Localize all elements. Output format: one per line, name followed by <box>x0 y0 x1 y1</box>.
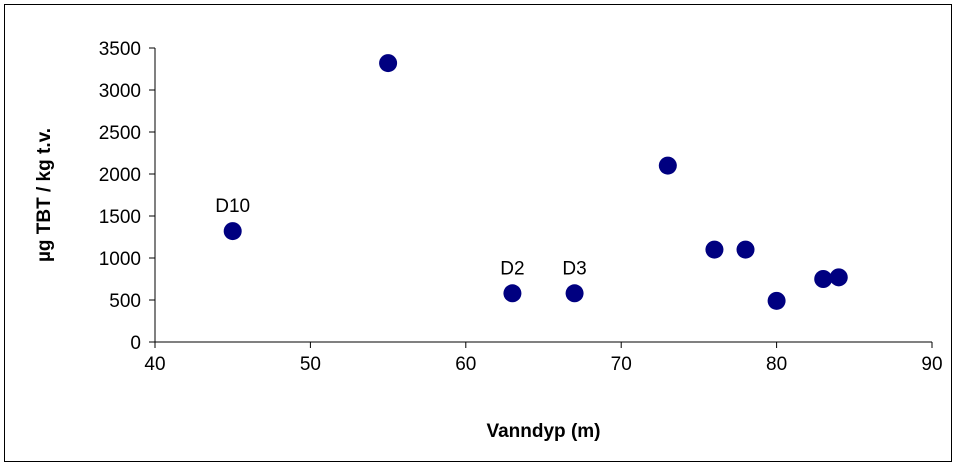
y-tick-label: 1000 <box>99 249 141 270</box>
y-tick-label: 0 <box>130 333 141 354</box>
y-axis-title: µg TBT / kg t.v. <box>34 128 55 262</box>
x-tick-label: 70 <box>611 354 632 375</box>
data-point <box>223 222 242 241</box>
x-tick-label: 80 <box>766 354 787 375</box>
data-point <box>767 291 786 310</box>
data-point <box>814 270 833 288</box>
point-labels: D10 D2 D3 <box>215 196 586 279</box>
y-tick-label: 2000 <box>99 165 141 186</box>
point-label: D2 <box>500 258 524 279</box>
x-tick-label: 40 <box>144 354 165 375</box>
y-tick-label: 3000 <box>99 81 141 102</box>
x-axis-title: Vanndyp (m) <box>486 421 600 442</box>
data-points <box>223 54 848 310</box>
data-point <box>379 54 398 73</box>
point-label: D3 <box>562 258 586 279</box>
x-tick-label: 50 <box>300 354 321 375</box>
x-tick-label: 60 <box>455 354 476 375</box>
chart-frame <box>4 4 952 462</box>
data-point <box>705 240 724 259</box>
y-tick-label: 3500 <box>99 39 141 60</box>
x-tick-label: 90 <box>921 354 942 375</box>
axes <box>149 47 933 348</box>
data-point <box>565 284 584 303</box>
data-point <box>503 284 522 303</box>
point-label: D10 <box>215 196 250 217</box>
tick-labels: 0 500 1000 1500 2000 2500 3000 3500 40 50 60 70 80 90 <box>99 39 943 375</box>
data-point <box>736 240 755 259</box>
data-point <box>658 156 677 175</box>
y-tick-label: 1500 <box>99 207 141 228</box>
y-tick-label: 2500 <box>99 123 141 144</box>
y-tick-label: 500 <box>109 291 141 312</box>
data-point <box>829 268 848 287</box>
